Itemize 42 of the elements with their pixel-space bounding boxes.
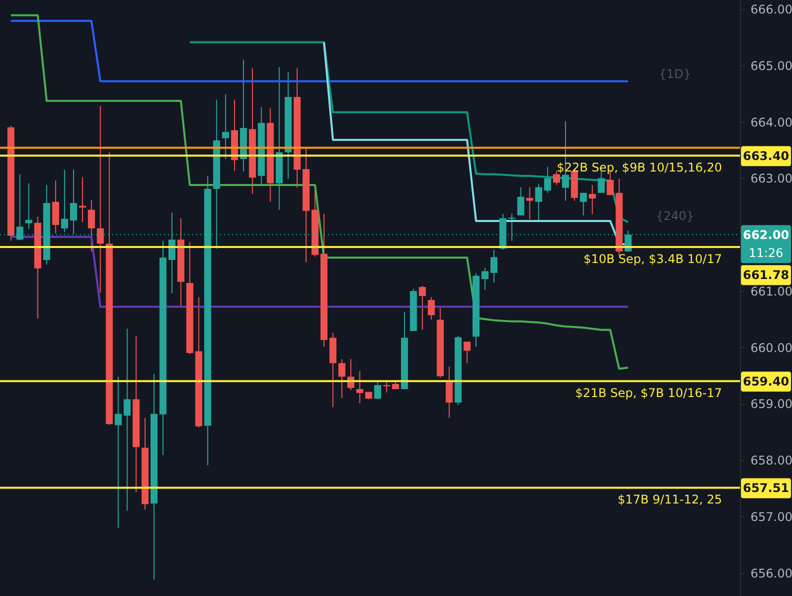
- candlestick: [428, 296, 435, 320]
- text: {240}: [656, 209, 694, 223]
- candlestick: [517, 186, 524, 216]
- candlestick: [70, 169, 78, 234]
- candlestick: [96, 106, 104, 294]
- candlestick: [374, 382, 382, 400]
- candlestick: [52, 180, 60, 234]
- ref-line-label: $21B Sep, $7B 10/16-17: [575, 386, 722, 400]
- candlestick: [88, 200, 95, 252]
- y-tick-label: 657.00: [750, 510, 792, 524]
- candlestick: [464, 341, 471, 364]
- text: 657.51: [742, 481, 790, 496]
- y-tick-label: 656.00: [750, 566, 792, 580]
- candlestick: [535, 183, 542, 220]
- y-tick-label: 658.00: [750, 454, 792, 468]
- candlestick: [124, 328, 131, 512]
- candlestick: [222, 94, 230, 160]
- y-tick-label: 661.00: [750, 284, 792, 298]
- candlestick: [490, 249, 498, 283]
- candlestick: [338, 358, 346, 399]
- candlestick: [114, 376, 122, 528]
- ref-line-label: $10B Sep, $3.4B 10/17: [583, 252, 722, 266]
- text: 661.78: [742, 268, 790, 282]
- text: 663.40: [742, 149, 790, 164]
- candlestick: [418, 285, 426, 330]
- y-tick-label: 659.00: [750, 397, 792, 412]
- text: 11:26: [748, 246, 784, 260]
- y-tick-label: 660.00: [750, 340, 792, 355]
- candlestick: [481, 267, 488, 290]
- y-tick-label: 664.00: [750, 115, 792, 130]
- candlestick: [25, 182, 32, 230]
- text: 659.40: [742, 374, 790, 389]
- candlestick: [588, 184, 596, 215]
- candlestick: [580, 192, 587, 216]
- candlestick: [446, 366, 453, 418]
- ref-line-label: $17B 9/11-12, 25: [618, 492, 722, 507]
- y-tick-label: 663.00: [750, 172, 792, 186]
- y-tick-label: 665.00: [750, 58, 792, 73]
- y-tick-label: 666.00: [750, 2, 792, 17]
- text: {1D}: [658, 67, 692, 81]
- candlestick: [544, 166, 552, 194]
- text: 662.00: [742, 228, 790, 242]
